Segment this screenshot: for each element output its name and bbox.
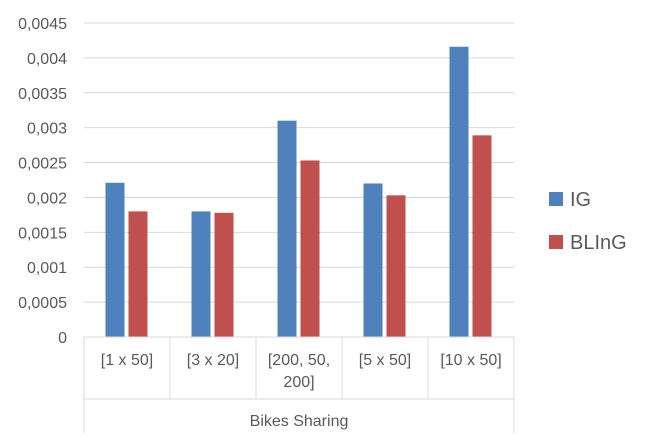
y-tick-label: 0,003 [27,121,67,138]
bar-ig-1 [191,211,211,337]
x-tick-label: 200] [283,374,314,391]
legend: IG BLInG [549,189,627,254]
x-tick-label: [200, 50, [268,352,330,369]
y-tick-label: 0,004 [27,51,67,68]
y-tick-label: 0,002 [27,190,67,207]
x-axis-group-label: Bikes Sharing [250,413,349,430]
y-tick-label: 0,0035 [18,86,67,103]
bar-ig-3 [363,183,383,337]
bar-bling-1 [214,212,234,337]
y-tick-label: 0,0025 [18,156,67,173]
y-tick-label: 0,0015 [18,225,67,242]
y-tick-label: 0,0045 [18,16,67,33]
bar-ig-4 [449,46,469,337]
x-tick-label: [10 x 50] [440,352,501,369]
y-tick-label: 0,0005 [18,295,67,312]
x-axis-tick-labels: [1 x 50] [3 x 20] [200, 50, 200] [5 x 50] [10… [101,352,502,391]
y-tick-label: 0,001 [27,260,67,277]
x-axis [83,336,515,433]
bar-ig-2 [277,120,297,337]
gridlines [84,22,514,338]
bar-bling-4 [472,135,492,337]
x-tick-label: [1 x 50] [101,352,153,369]
x-tick-label: [5 x 50] [359,352,411,369]
legend-swatch-ig [549,192,563,206]
legend-label-bling: BLInG [570,232,627,254]
legend-swatch-bling [549,235,563,249]
bar-bling-3 [386,195,406,337]
bars [105,46,492,337]
y-axis-tick-labels: 0 0,0005 0,001 0,0015 0,002 0,0025 0,003 0,0035… [18,16,67,347]
x-tick-label: [3 x 20] [187,352,239,369]
bar-bling-2 [300,160,320,337]
bar-bling-0 [128,211,148,337]
bar-ig-0 [105,182,125,337]
legend-label-ig: IG [570,189,591,211]
y-tick-label: 0 [58,330,67,347]
